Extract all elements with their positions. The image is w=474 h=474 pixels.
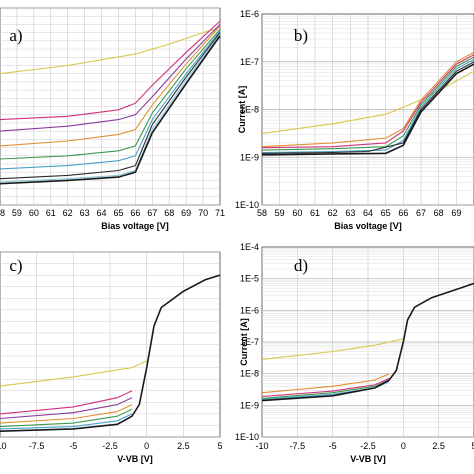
x-tick-label: 59 [12, 208, 22, 218]
series-line [0, 24, 221, 132]
y-axis-label: Current [A] [237, 86, 247, 134]
x-tick-label: 58 [0, 208, 5, 218]
series-line [261, 282, 474, 402]
x-tick-label: -5 [69, 441, 77, 451]
x-tick-label: 2.5 [177, 441, 190, 451]
series-line [0, 30, 221, 170]
x-tick-label: -7.5 [29, 441, 45, 451]
series-line [261, 377, 390, 398]
x-tick-label: 65 [113, 208, 123, 218]
panel-label: d) [294, 256, 308, 275]
panel-b: 58 59 60 61 62 63 64 65 66 67 68 69 1E-6 1E-7 1E-8 1E-9… [235, 9, 474, 231]
x-tick-label: -10 [0, 441, 7, 451]
series-line [0, 274, 221, 432]
x-axis-label: Bias voltage [V] [334, 221, 402, 231]
x-tick-label: 70 [198, 208, 208, 218]
x-tick-label: 66 [398, 208, 408, 218]
x-tick-label: 61 [46, 208, 56, 218]
series-line [261, 61, 474, 154]
x-axis-label: Bias voltage [V] [101, 221, 169, 231]
y-tick-label: 1E-6 [240, 305, 259, 315]
x-tick-label: 5 [471, 441, 474, 451]
y-tick-label: 1E-8 [240, 369, 259, 379]
x-tick-label: 5 [217, 441, 222, 451]
x-tick-label: 68 [434, 208, 444, 218]
x-tick-label: 63 [80, 208, 90, 218]
x-tick-label: 64 [97, 208, 107, 218]
series-line [261, 58, 474, 154]
series-line [261, 56, 474, 151]
y-tick-label: 1E-7 [240, 337, 259, 347]
panel-a: 58 59 60 61 62 63 64 65 66 67 68 69 70 71 a) Bias volta… [0, 7, 225, 231]
series-line [261, 63, 474, 156]
y-tick-label: 1E-9 [240, 400, 259, 410]
panel-c: -10 -7.5 -5 -2.5 0 2.5 5 c) V-VB [V] [0, 251, 223, 464]
x-tick-label: -5 [329, 441, 337, 451]
y-tick-label: 1E-6 [240, 9, 259, 19]
x-axis-label: V-VB [V] [350, 454, 386, 464]
x-tick-label: 71 [215, 208, 225, 218]
x-tick-label: 60 [29, 208, 39, 218]
x-tick-label: 60 [292, 208, 302, 218]
series-line [261, 373, 390, 394]
series-line [0, 390, 133, 415]
x-tick-label: 67 [147, 208, 157, 218]
x-axis-label: V-VB [V] [117, 454, 153, 464]
series-line [0, 27, 221, 75]
series-line [0, 20, 221, 121]
x-tick-label: 63 [345, 208, 355, 218]
x-tick-label: 66 [130, 208, 140, 218]
x-tick-label: -10 [255, 441, 268, 451]
x-tick-label: 64 [363, 208, 373, 218]
x-tick-label: 0 [144, 441, 149, 451]
y-tick-label: 1E-9 [240, 152, 259, 162]
y-tick-label: 1E-10 [235, 432, 259, 442]
panel-label: c) [9, 256, 22, 275]
series-line [261, 51, 474, 148]
x-tick-label: 0 [401, 441, 406, 451]
x-tick-label: 68 [164, 208, 174, 218]
panel-d: -10 -7.5 -5 -2.5 0 2.5 5 1E-4 1E-5 1E-6 1E-7 1E-8 1E… [235, 242, 474, 464]
x-tick-label: 69 [181, 208, 191, 218]
series-line [0, 28, 221, 160]
series-line [261, 70, 474, 134]
x-tick-label: 69 [451, 208, 461, 218]
y-tick-label: 1E-8 [240, 105, 259, 115]
series-line [0, 360, 147, 387]
x-tick-label: 58 [257, 208, 267, 218]
x-tick-label: -2.5 [360, 441, 376, 451]
series-line [0, 35, 221, 185]
x-tick-label: 62 [328, 208, 338, 218]
panel-label: b) [294, 26, 308, 45]
series-line [0, 32, 221, 180]
series-line [0, 25, 221, 147]
series-line [0, 408, 133, 428]
x-tick-label: -2.5 [102, 441, 118, 451]
x-tick-label: 59 [275, 208, 285, 218]
y-tick-label: 1E-4 [240, 242, 259, 252]
series-line [0, 413, 133, 430]
x-tick-label: 62 [63, 208, 73, 218]
series-line [261, 54, 474, 149]
x-tick-label: 67 [416, 208, 426, 218]
series-line [261, 338, 404, 360]
y-tick-label: 1E-5 [240, 274, 259, 284]
x-tick-label: 2.5 [432, 441, 445, 451]
panel-label: a) [9, 26, 22, 45]
y-tick-label: 1E-10 [235, 200, 259, 210]
x-tick-label: -7.5 [290, 441, 306, 451]
series-line [0, 404, 133, 424]
y-tick-label: 1E-7 [240, 57, 259, 67]
x-tick-label: 65 [381, 208, 391, 218]
y-axis-label: Current [A] [239, 318, 249, 366]
x-tick-label: 61 [310, 208, 320, 218]
series-line [0, 397, 133, 420]
